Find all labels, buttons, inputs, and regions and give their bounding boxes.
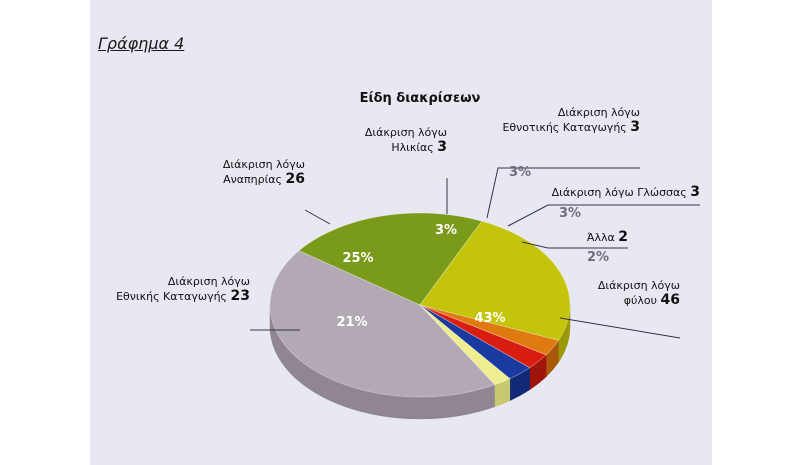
slice-label-3-line-1: Ηλικίας 3 xyxy=(391,139,447,155)
slice-label-3-line-0: Διάκριση λόγω xyxy=(365,126,447,139)
slice-count-5: 3 xyxy=(690,184,700,200)
slice-count-3: 3 xyxy=(437,139,447,155)
leader-line-0 xyxy=(559,317,681,339)
leader-line-4 xyxy=(486,167,640,219)
slice-label-0-line-0: Διάκριση λόγω xyxy=(598,279,680,292)
figure-label: Γράφημα 4 xyxy=(98,34,185,53)
slice-percent-1: 21% xyxy=(336,315,367,330)
pie-slice-3 xyxy=(419,304,560,356)
slice-count-6: 2 xyxy=(618,229,628,245)
slice-count-0: 46 xyxy=(661,292,680,308)
slice-percent-3: 3% xyxy=(435,223,457,238)
pie-slices xyxy=(269,212,571,398)
slice-percent-5: 3% xyxy=(559,206,581,221)
pie-slice-5 xyxy=(419,304,531,380)
slice-label-1-line-1: Εθνικής Καταγωγής 23 xyxy=(116,288,250,304)
leader-line-5 xyxy=(507,204,700,227)
slice-label-2-line-1: Αναπηρίας 26 xyxy=(223,171,305,187)
slice-percent-4: 3% xyxy=(509,165,531,180)
slice-label-2-line-0: Διάκριση λόγω xyxy=(223,158,305,171)
slice-count-1: 23 xyxy=(231,288,250,304)
slice-percent-2: 25% xyxy=(342,251,373,266)
pie-slice-2 xyxy=(419,220,571,341)
slice-count-2: 26 xyxy=(286,171,305,187)
leader-line-2 xyxy=(304,209,331,225)
pie-slice-0 xyxy=(269,250,496,398)
slice-label-6-line-0: Άλλα 2 xyxy=(587,229,628,245)
slice-label-0-line-1: φύλου 46 xyxy=(624,292,680,308)
leader-line-6 xyxy=(521,241,628,249)
slice-label-1-line-0: Διάκριση λόγω xyxy=(168,275,250,288)
chart-title: Είδη διακρίσεων xyxy=(360,91,481,106)
pie-slice-6 xyxy=(419,304,511,386)
slice-percent-6: 2% xyxy=(587,250,609,265)
pie-slice-1 xyxy=(298,212,483,306)
pie-slice-4 xyxy=(419,304,547,369)
slice-label-4-line-1: Εθνοτικής Καταγωγής 3 xyxy=(502,119,640,135)
leader-lines xyxy=(250,167,700,339)
slice-count-4: 3 xyxy=(630,119,640,135)
slice-label-5-line-0: Διάκριση λόγω Γλώσσας 3 xyxy=(552,184,700,200)
slice-label-4-line-0: Διάκριση λόγω xyxy=(558,106,640,119)
slice-percent-0: 43% xyxy=(474,311,505,326)
